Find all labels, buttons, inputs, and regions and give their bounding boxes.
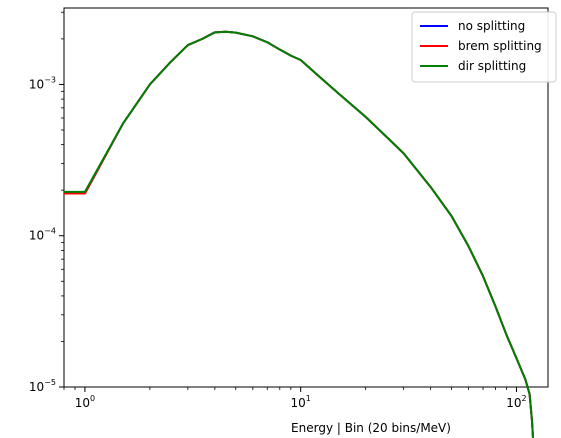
y-tick-label: 10−5: [29, 378, 56, 394]
plot-frame: [63, 7, 549, 388]
y-axis: 10−5 10−4 10−3: [29, 11, 64, 394]
x-tick-label: 101: [291, 394, 311, 410]
y-tick-label: 10−3: [29, 75, 56, 91]
series-line-dir-splitting: [64, 30, 535, 438]
legend-box: [411, 11, 557, 83]
plot-area: [63, 7, 549, 388]
x-axis: 100 101 102: [63, 387, 527, 410]
legend-label: brem splitting: [458, 39, 542, 53]
legend-label: dir splitting: [458, 59, 526, 73]
legend: no splitting brem splitting dir splitting: [411, 11, 557, 83]
legend-label: no splitting: [458, 19, 525, 33]
x-tick-label: 102: [506, 394, 526, 410]
x-axis-label: Energy | Bin (20 bins/MeV): [291, 421, 451, 435]
x-tick-label: 100: [75, 394, 95, 410]
y-tick-label: 10−4: [29, 227, 56, 243]
series-layer: [64, 30, 535, 438]
